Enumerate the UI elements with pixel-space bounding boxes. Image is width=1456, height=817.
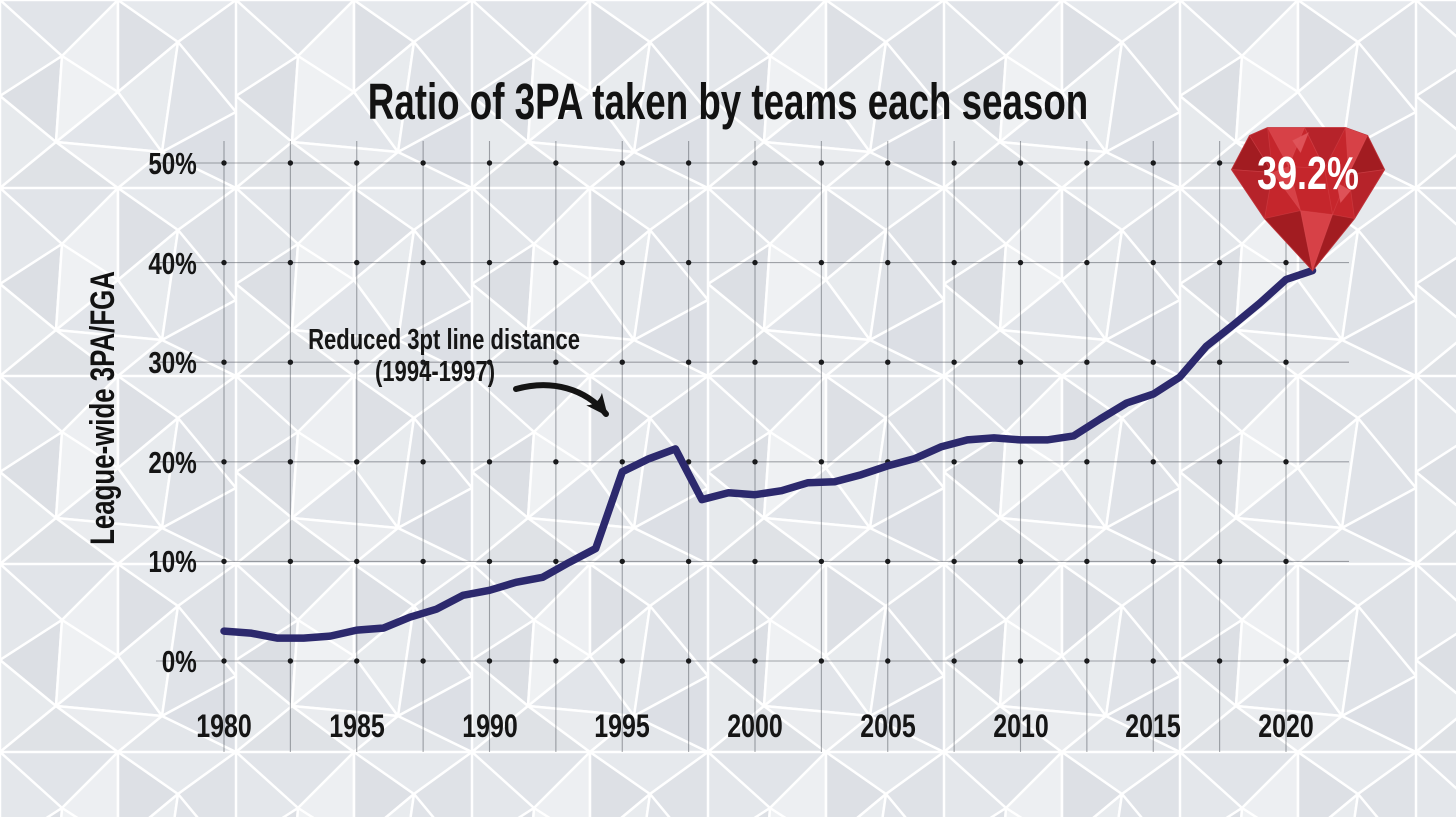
y-tick-label: 40%	[148, 245, 197, 281]
annotation-line2: (1994-1997)	[374, 356, 496, 388]
y-axis-title: League-wide 3PA/FGA	[84, 271, 122, 545]
grid-dots	[221, 160, 1289, 664]
x-tick-label: 2015	[1125, 708, 1182, 744]
curved-arrow-icon	[513, 382, 609, 417]
chart-title: Ratio of 3PA taken by teams each season	[367, 73, 1089, 131]
data-line	[220, 266, 1317, 642]
x-tick-label: 2000	[727, 708, 783, 744]
y-tick-label: 0%	[161, 644, 197, 679]
x-tick-label: 2005	[859, 708, 916, 744]
annotation-line1: Reduced 3pt line distance	[308, 324, 580, 356]
x-tick-label: 1985	[328, 708, 385, 744]
badge-value: 39.2%	[1256, 146, 1359, 199]
x-tick-label: 1980	[196, 708, 252, 744]
ruby-gem-badge	[1230, 126, 1386, 273]
y-tick-label: 50%	[148, 146, 197, 181]
x-tick-label: 2010	[992, 708, 1049, 744]
x-tick-label: 1990	[461, 708, 518, 744]
y-tick-label: 10%	[148, 544, 197, 580]
y-tick-label: 20%	[148, 444, 197, 480]
x-tick-label: 1995	[594, 708, 651, 744]
y-tick-label: 30%	[148, 345, 197, 381]
x-tick-label: 2020	[1258, 708, 1314, 744]
